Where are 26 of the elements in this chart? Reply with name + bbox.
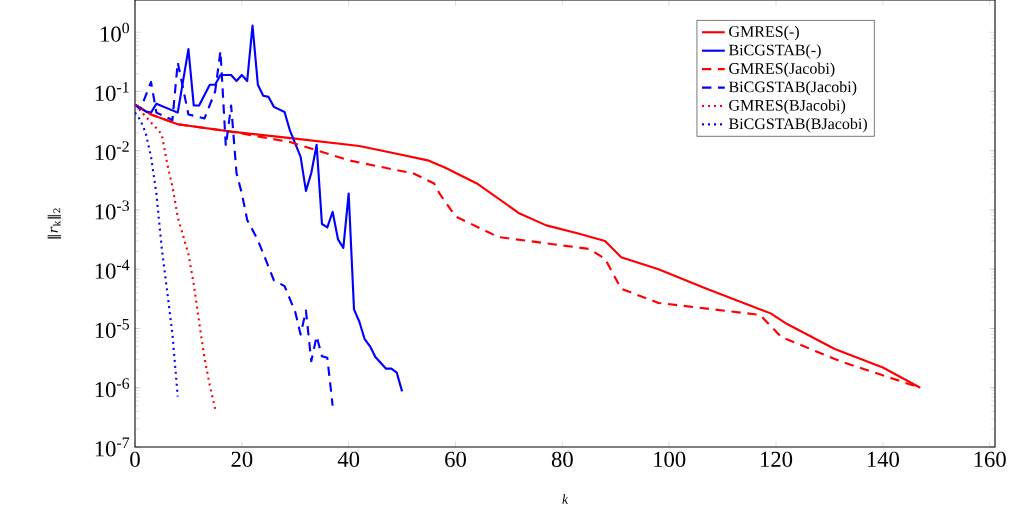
x-tick-label: 0	[130, 451, 140, 468]
x-tick-label: 80	[551, 451, 573, 468]
y-tick-label: 10$^{0}$	[101, 22, 130, 42]
y-tick-label: 10$^{-7}$	[95, 437, 130, 457]
legend-label: GMRES(Jacobi)	[729, 62, 835, 78]
y-axis-title: ‖r$_{k}$‖$_{2}$	[47, 208, 61, 239]
y-tick-label: 10$^{-1}$	[95, 81, 129, 102]
line-series	[135, 111, 179, 398]
x-tick-label: 140	[867, 451, 899, 468]
legend-label: GMRES(BJacobi)	[729, 99, 846, 114]
y-tick-label: 10$^{-5}$	[95, 319, 130, 338]
x-tick-label: 120	[760, 451, 793, 468]
legend-label: BiCGSTAB(BJacobi)	[728, 117, 867, 133]
legend-label: BiCGSTAB(Jacobi)	[728, 81, 857, 96]
legend-label: BiCGSTAB(-)	[728, 44, 821, 59]
x-tick-label: 100	[654, 451, 686, 468]
y-tick-label: 10$^{-2}$	[95, 141, 129, 161]
x-tick-label: 20	[231, 451, 253, 468]
y-tick-label: 10$^{-4}$	[95, 259, 130, 279]
x-axis-title: k	[562, 494, 569, 504]
x-tick-label: 40	[337, 451, 360, 468]
x-tick-label: 60	[445, 451, 466, 468]
y-tick-label: 10$^{-3}$	[95, 200, 130, 220]
legend-label: GMRES(-)	[729, 25, 799, 41]
x-tick-label: 160	[974, 451, 1006, 468]
y-tick-label: 10$^{-6}$	[95, 378, 130, 398]
